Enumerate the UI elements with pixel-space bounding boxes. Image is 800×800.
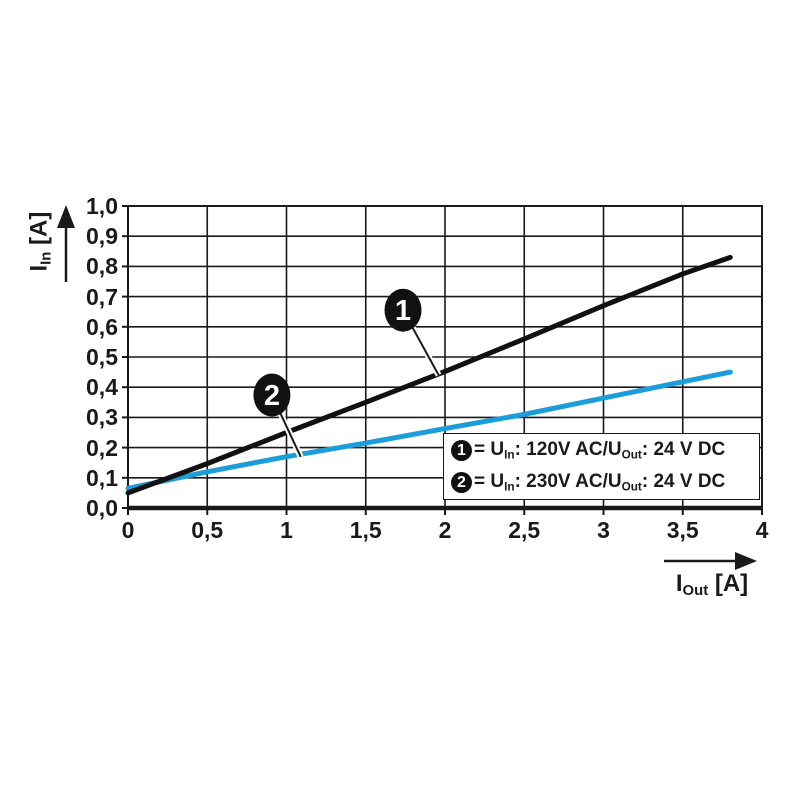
legend-text-segment: : 230V AC/U	[514, 471, 622, 493]
legend-marker-icon: 2	[451, 472, 472, 493]
legend-text-segment: = U	[474, 471, 505, 493]
legend-text-subscript: Out	[621, 480, 642, 494]
y-axis-arrow-head	[57, 205, 75, 228]
callout-number: 1	[395, 295, 411, 327]
x-tick-label: 0,5	[191, 517, 224, 543]
series-line-2	[125, 369, 733, 491]
x-tick-label: 2	[438, 517, 452, 543]
legend-text-segment: : 24 V DC	[641, 471, 726, 493]
legend-entry-text: = UIn: 120V AC/UOut: 24 V DC	[474, 439, 725, 461]
callout-bubble	[253, 373, 291, 417]
series-line-1	[125, 254, 733, 496]
legend-entry: 2 = UIn: 230V AC/UOut: 24 V DC	[451, 467, 759, 498]
x-axis-arrow-head	[735, 552, 757, 570]
callout-number: 2	[264, 380, 280, 412]
x-axis-title-sub: Out	[682, 583, 709, 600]
x-tick-label: 0	[121, 517, 135, 543]
y-axis-title-sub: In	[38, 251, 55, 265]
legend-marker-icon: 1	[451, 440, 472, 461]
legend-text-subscript: Out	[621, 448, 642, 462]
y-tick-label: 0,3	[86, 404, 118, 431]
legend-text-segment: : 24 V DC	[641, 439, 726, 461]
x-tick-label: 1	[280, 517, 293, 543]
y-axis-title-main: I	[25, 264, 53, 272]
legend-text-subscript: In	[504, 480, 515, 494]
y-tick-label: 1,0	[86, 193, 118, 219]
x-axis-title-main: I	[675, 570, 683, 597]
y-tick-label: 0,6	[86, 313, 118, 340]
legend-text-segment: : 120V AC/U	[514, 439, 622, 461]
y-tick-label: 0,7	[86, 283, 118, 310]
y-tick-label: 0,5	[86, 344, 118, 370]
legend-text-subscript: In	[504, 448, 515, 462]
callout-bubble	[384, 288, 422, 332]
y-tick-label: 0,9	[86, 223, 118, 250]
y-axis-title-unit: [A]	[25, 211, 53, 252]
y-tick-label: 0,0	[86, 495, 118, 521]
y-tick-label: 0,8	[86, 253, 118, 280]
x-tick-label: 3,5	[666, 517, 699, 543]
x-tick-label: 2,5	[508, 517, 541, 543]
y-tick-label: 0,2	[86, 434, 118, 461]
y-tick-label: 0,4	[86, 374, 118, 401]
x-tick-label: 1,5	[349, 517, 382, 543]
legend-text-segment: = U	[474, 439, 505, 461]
x-axis-title: IOut [A]	[652, 570, 772, 599]
x-axis-title-unit: [A]	[708, 570, 749, 597]
y-tick-label: 0,1	[86, 464, 118, 491]
x-tick-label: 3	[597, 517, 610, 543]
y-axis-title: IIn [A]	[25, 186, 54, 298]
legend-entry-text: = UIn: 230V AC/UOut: 24 V DC	[474, 471, 725, 493]
legend: 1 = UIn: 120V AC/UOut: 24 V DC 2 = UIn: 230…	[443, 433, 760, 500]
x-tick-label: 4	[755, 517, 769, 543]
legend-entry: 1 = UIn: 120V AC/UOut: 24 V DC	[451, 435, 759, 466]
